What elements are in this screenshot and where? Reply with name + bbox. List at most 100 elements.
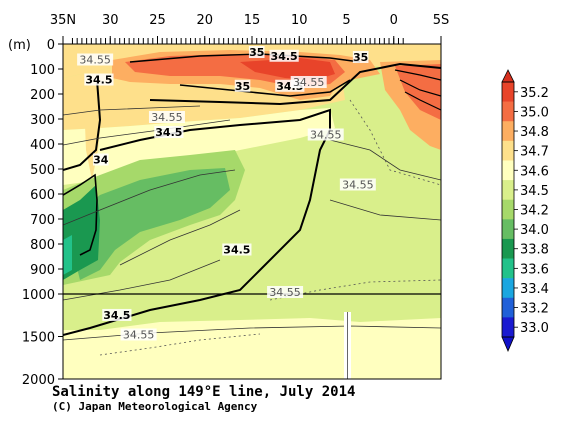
colorbar-label: 35.2 <box>520 86 549 101</box>
field-green-min <box>63 235 72 275</box>
contour-label: 34 <box>93 154 109 167</box>
contour-thin-1 <box>63 105 201 116</box>
colorbar-label: 34.6 <box>520 164 549 179</box>
station-ticks <box>71 38 404 44</box>
chart-title: Salinity along 149°E line, July 2014 <box>52 384 355 400</box>
colorbar-label: 33.6 <box>520 262 549 277</box>
contour-south-c <box>404 91 441 111</box>
y-tick-label: 400 <box>30 138 55 153</box>
colorbar-swatch <box>502 101 514 122</box>
colorbar-label: 34.0 <box>520 223 549 238</box>
contour-labels: 34.5 34.55 34 34.55 34.5 35 34.5 35 35 34.5 34.55 3… <box>77 46 376 342</box>
colorbar-swatch <box>502 199 514 220</box>
x-tick-label: 30 <box>102 13 119 28</box>
colorbar-swatch <box>502 238 514 259</box>
contour-thin-5 <box>63 259 221 301</box>
contour-label: 34.55 <box>293 76 325 89</box>
contour-34 <box>63 173 98 256</box>
contour-label: 34.5 <box>271 50 298 63</box>
y-tick-label: 500 <box>30 163 55 178</box>
contour-label: 34.5 <box>85 74 112 87</box>
x-tick-label: 35N <box>50 13 76 28</box>
contour-thin-3 <box>63 169 236 226</box>
contour-label-bg <box>234 79 251 92</box>
colorbar-label: 33.2 <box>520 302 549 317</box>
y-tick-label: 900 <box>30 263 55 278</box>
colorbar-swatch <box>502 82 514 102</box>
y-tick-label: 300 <box>30 113 55 128</box>
contour-label: 34.55 <box>269 286 301 299</box>
contour-label: 34.5 <box>155 126 182 139</box>
contour-south-a <box>394 69 441 81</box>
y-tick-label: 1500 <box>22 331 55 346</box>
chart-credit: (C) Japan Meteorological Agency <box>52 400 258 413</box>
salinity-field <box>63 44 441 379</box>
x-tick-label: 5S <box>433 13 450 28</box>
field-red-core <box>240 58 335 80</box>
y-tick-label: 0 <box>47 38 55 53</box>
colorbar-swatch <box>502 121 514 142</box>
contour-label: 34.55 <box>79 54 111 67</box>
colorbar-label: 34.7 <box>520 145 549 160</box>
contour-label-bg <box>84 73 114 86</box>
contour-label-bg <box>339 178 376 191</box>
field-south-core <box>395 64 441 120</box>
y-axis: 0 100 200 300 400 500 600 700 800 900 1000 1500 2000 <box>22 38 63 388</box>
contour-thin-4 <box>119 209 241 266</box>
colorbar-label: 34.2 <box>520 204 549 219</box>
contour-label-bg <box>248 46 265 58</box>
y-tick-label: 1000 <box>22 288 55 303</box>
colorbar-label: 33.0 <box>520 321 549 336</box>
contour-34-5-north <box>63 79 102 171</box>
contour-label-bg <box>148 111 185 123</box>
colorbar-swatch <box>502 160 514 181</box>
contour-south-b <box>399 79 441 97</box>
contour-label: 35 <box>353 51 368 64</box>
colorbar-swatch <box>502 219 514 240</box>
colorbar-max-arrow <box>501 69 515 83</box>
contour-label-bg <box>290 76 327 88</box>
field-green-mid <box>75 168 230 280</box>
contour-35-low <box>179 79 351 97</box>
colorbar-label: 34.8 <box>520 125 549 140</box>
x-tick-label: 15 <box>244 13 261 28</box>
colorbar-label: 33.8 <box>520 243 549 258</box>
contour-34-55-deep <box>99 333 261 356</box>
contour-label: 35 <box>249 46 264 59</box>
x-tick-label: 0 <box>390 13 398 28</box>
contour-label-bg <box>352 51 369 63</box>
contour-label: 34.55 <box>123 329 155 342</box>
contour-label: 34.55 <box>310 129 342 142</box>
contour-label: 34.55 <box>151 111 183 124</box>
colorbar-swatch <box>502 278 514 299</box>
contour-label-bg <box>222 243 252 256</box>
colorbar: 35.2 35.0 34.8 34.7 34.6 34.5 34.2 34.0 33.8 33.6… <box>501 69 549 353</box>
x-axis: 35N 30 25 20 15 10 5 0 5S <box>50 13 449 44</box>
contour-label-bg <box>154 126 184 138</box>
contour-label: 34.5 <box>103 309 130 322</box>
colorbar-swatch <box>502 297 514 318</box>
colorbar-label: 35.0 <box>520 105 549 120</box>
contour-label: 34.5 <box>223 244 250 257</box>
field-green-core <box>63 185 100 280</box>
contour-label: 34.55 <box>342 179 374 192</box>
contour-thin-7 <box>329 199 441 221</box>
colorbar-min-arrow <box>501 336 515 353</box>
contour-label-bg <box>269 49 299 62</box>
y-tick-label: 2000 <box>22 373 55 388</box>
contour-label: 35 <box>235 80 250 93</box>
contour-34-5-upper <box>149 62 441 106</box>
colorbar-swatch <box>502 180 514 200</box>
y-tick-label: 700 <box>30 213 55 228</box>
contour-label-bg <box>102 308 132 321</box>
contour-label-bg <box>77 53 114 66</box>
colorbar-label: 33.4 <box>520 282 549 297</box>
colorbar-swatch <box>502 140 514 161</box>
x-tick-label: 5 <box>342 13 350 28</box>
contour-label-bg <box>93 153 109 166</box>
colorbar-swatch <box>502 317 514 338</box>
field-peak-31n <box>84 60 104 180</box>
y-tick-label: 200 <box>30 88 55 103</box>
contour-label-bg <box>307 128 344 141</box>
